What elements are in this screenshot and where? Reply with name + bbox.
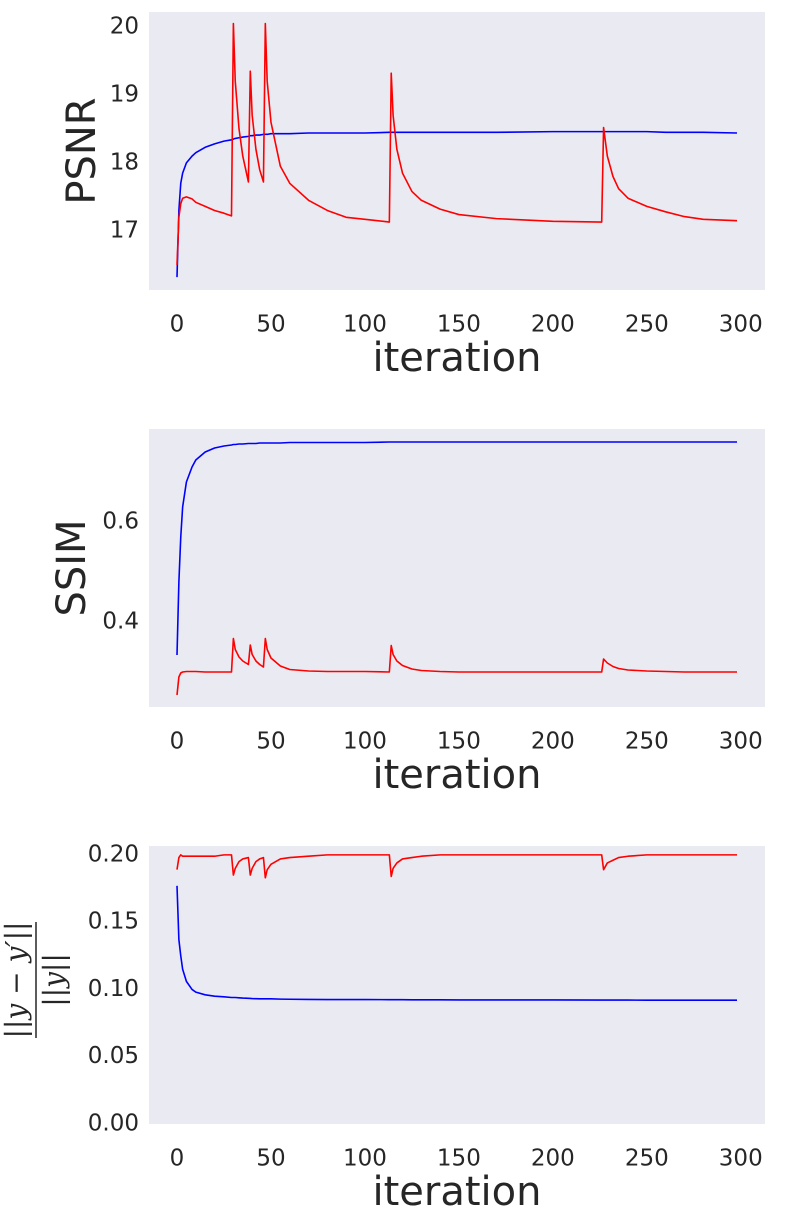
x-tick-label: 100 xyxy=(343,1146,387,1172)
x-axis-label: iteration xyxy=(373,752,542,798)
y-tick-label: 0.20 xyxy=(88,841,139,867)
series-line xyxy=(176,22,738,265)
y-tick-label: 17 xyxy=(110,217,139,243)
plot-area xyxy=(149,846,765,1124)
y-tick-label: 0.15 xyxy=(88,909,139,935)
x-tick-label: 300 xyxy=(719,1146,763,1172)
y-tick-label: 0.00 xyxy=(88,1111,139,1137)
y-axis-label: SSIM xyxy=(49,519,95,616)
y-tick-label: 19 xyxy=(110,81,139,107)
plot-area xyxy=(149,429,765,707)
y-label-denominator: ||y|| xyxy=(38,953,71,1007)
series-line xyxy=(176,854,737,879)
x-axis-label: iteration xyxy=(373,335,542,381)
y-label-numerator: ||y − y′|| xyxy=(0,922,33,1039)
x-tick-label: 0 xyxy=(170,312,185,338)
x-tick-label: 50 xyxy=(256,312,285,338)
x-tick-label: 50 xyxy=(256,1146,285,1172)
x-tick-label: 100 xyxy=(343,729,387,755)
x-tick-label: 0 xyxy=(170,729,185,755)
x-tick-label: 150 xyxy=(437,1146,481,1172)
x-tick-label: 150 xyxy=(437,729,481,755)
y-tick-label: 0.05 xyxy=(88,1043,139,1069)
series-line xyxy=(176,441,737,656)
subplot: 0 50 100 150 200 250 300 17 18 19 20 iteration PSNR xyxy=(59,12,765,381)
x-tick-label: 200 xyxy=(531,312,575,338)
x-tick-label: 300 xyxy=(719,312,763,338)
series-line xyxy=(176,637,737,696)
x-tick-label: 300 xyxy=(719,729,763,755)
x-tick-label: 200 xyxy=(531,1146,575,1172)
y-tick-label: 0.4 xyxy=(102,609,139,635)
x-tick-label: 200 xyxy=(531,729,575,755)
x-axis-label: iteration xyxy=(373,1169,542,1215)
x-tick-label: 250 xyxy=(625,312,669,338)
series-line xyxy=(176,885,737,1002)
subplot: 0 50 100 150 200 250 300 0.00 0.05 0.10 0.15 0.20 it… xyxy=(0,841,765,1215)
y-tick-label: 0.6 xyxy=(102,509,139,535)
plot-area xyxy=(149,12,765,290)
y-axis-label: ||y − y′|| ||y|| xyxy=(0,922,71,1039)
subplot: 0 50 100 150 200 250 300 0.4 0.6 iteration SSIM xyxy=(49,429,765,798)
y-tick-label: 18 xyxy=(110,149,139,175)
y-tick-label: 20 xyxy=(110,13,139,39)
y-tick-label: 0.10 xyxy=(88,976,139,1002)
x-tick-label: 150 xyxy=(437,312,481,338)
x-tick-label: 250 xyxy=(625,729,669,755)
y-axis-label: PSNR xyxy=(59,97,105,204)
x-tick-label: 50 xyxy=(256,729,285,755)
series-line xyxy=(176,130,738,278)
x-tick-label: 0 xyxy=(170,1146,185,1172)
x-tick-label: 100 xyxy=(343,312,387,338)
x-tick-label: 250 xyxy=(625,1146,669,1172)
